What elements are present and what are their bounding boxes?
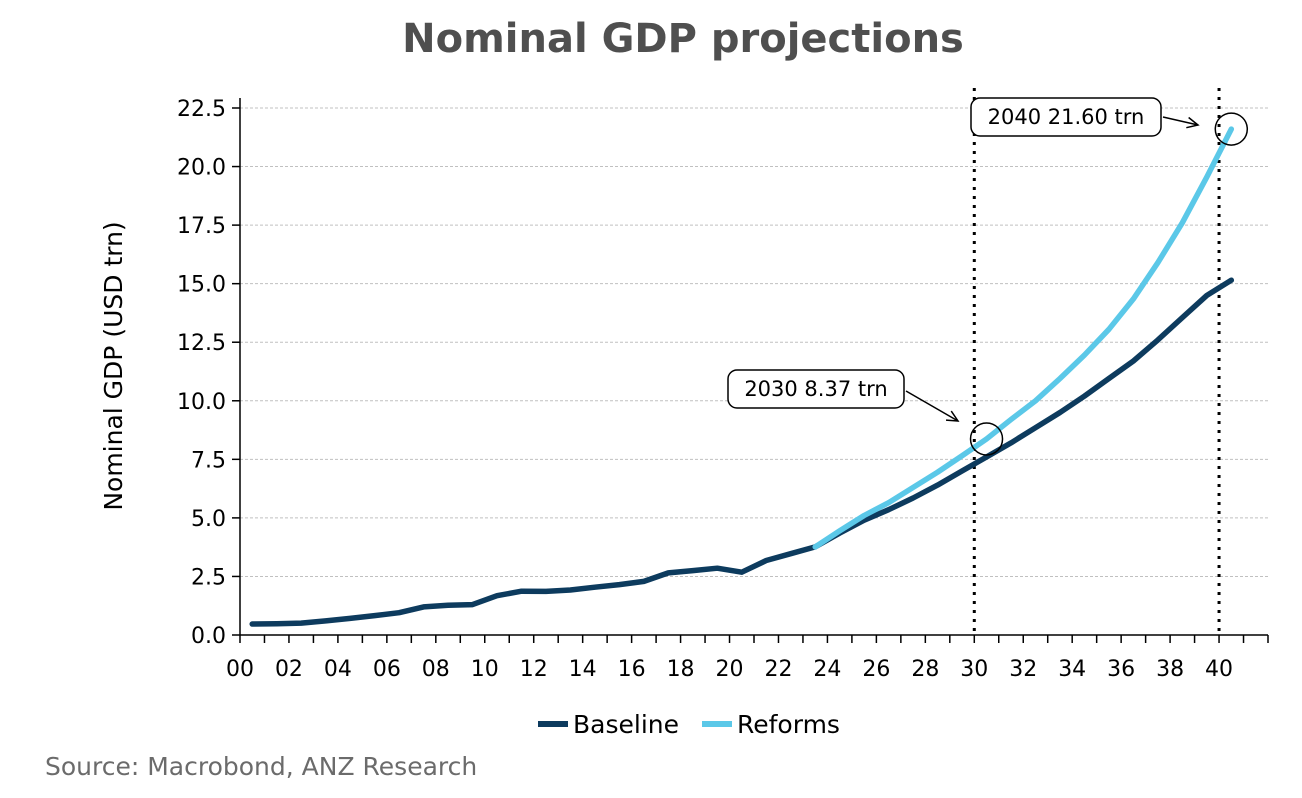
x-tick-label: 36 [1107, 657, 1135, 682]
x-tick-label: 22 [764, 657, 792, 682]
vertical-markers [972, 88, 1221, 635]
x-tick-label: 38 [1156, 657, 1184, 682]
x-tick-label: 34 [1058, 657, 1086, 682]
y-tick-label: 20.0 [177, 156, 226, 181]
callout-arrow [1162, 116, 1199, 126]
y-tick-label: 10.0 [177, 390, 226, 415]
chart-title: Nominal GDP projections [402, 16, 964, 62]
x-tick-label: 04 [324, 657, 352, 682]
callout-circle [1214, 112, 1249, 146]
y-tick-label: 2.5 [191, 565, 226, 590]
y-tick-label: 0.0 [191, 624, 226, 649]
callout-box [970, 97, 1162, 137]
callout-arrow [905, 390, 959, 422]
callout-arrowhead [945, 410, 960, 422]
y-tick-label: 7.5 [191, 448, 226, 473]
y-tick-label: 12.5 [177, 331, 226, 356]
x-tick-label: 24 [813, 657, 841, 682]
legend-label-baseline: Baseline [573, 710, 679, 739]
x-tick-label: 06 [373, 657, 401, 682]
y-tick-label: 5.0 [191, 507, 226, 532]
y-tick-labels: 0.0 2.5 5.0 7.5 10.0 12.5 15.0 17.5 20.0 22.5 [177, 97, 226, 649]
y-tick-label: 22.5 [177, 97, 226, 122]
y-tick-label: 17.5 [177, 214, 226, 239]
x-tick-label: 00 [226, 657, 254, 682]
x-tick-label: 18 [667, 657, 695, 682]
callout-label: 2040 21.60 trn [988, 105, 1145, 129]
x-tick-label: 10 [471, 657, 499, 682]
legend-label-reforms: Reforms [737, 710, 840, 739]
x-tick-label: 30 [960, 657, 988, 682]
callouts: 2030 8.37 trn 2040 21.60 trn [727, 97, 1249, 456]
x-tick-label: 12 [520, 657, 548, 682]
x-tick-label: 08 [422, 657, 450, 682]
series-line-reforms [812, 126, 1235, 550]
callout-box [727, 369, 905, 409]
x-tick-label: 02 [275, 657, 303, 682]
x-tick-label: 20 [716, 657, 744, 682]
y-tick-label: 15.0 [177, 273, 226, 298]
x-tick-label: 26 [862, 657, 890, 682]
x-tick-label: 28 [911, 657, 939, 682]
x-tick-label: 32 [1009, 657, 1037, 682]
x-tick-labels: 00 02 04 06 08 10 12 14 16 18 20 22 24 26 28 30 32 34 36 38… [226, 657, 1233, 682]
callout-circle [969, 422, 1004, 456]
x-tick-label: 14 [569, 657, 597, 682]
x-tick-label: 16 [618, 657, 646, 682]
series-line-baseline [249, 277, 1235, 627]
callout-label: 2030 8.37 trn [744, 377, 887, 401]
axes [232, 98, 1269, 643]
source-note: Source: Macrobond, ANZ Research [45, 752, 477, 781]
callout-arrowhead [1186, 116, 1200, 129]
x-tick-label: 40 [1205, 657, 1233, 682]
gridlines [240, 107, 1268, 577]
y-axis-label: Nominal GDP (USD trn) [99, 221, 128, 510]
series-lines [249, 126, 1235, 627]
legend: Baseline Reforms [538, 710, 840, 739]
